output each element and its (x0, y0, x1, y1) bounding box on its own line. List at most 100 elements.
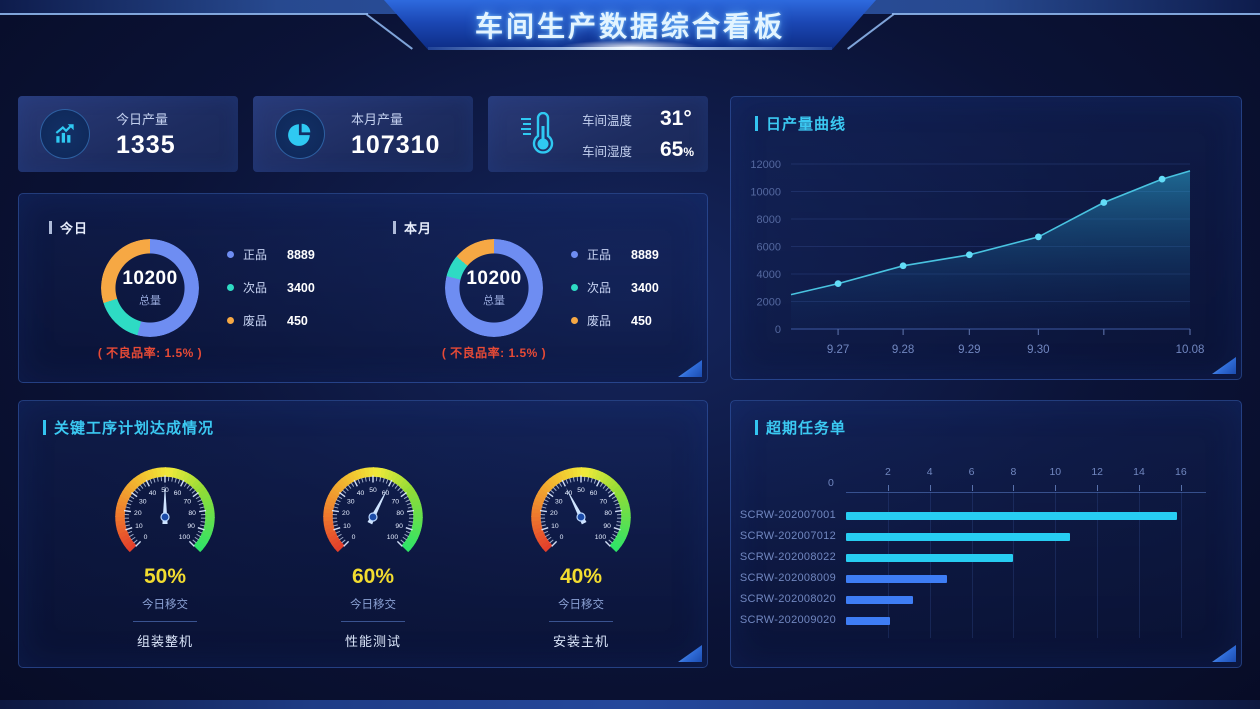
gauge-tick (613, 530, 619, 534)
gauge-tick (616, 521, 622, 523)
gauge-tick (547, 492, 554, 498)
y-axis-label: 4000 (757, 269, 781, 281)
gauge-tick (188, 540, 195, 547)
gauge-scale-label: 10 (551, 523, 559, 530)
task-label: SCRW-202007012 (739, 530, 836, 542)
daily-output-panel: 日产量曲线 0 2000 4000 6000 8000 10000 12000 9.27 9.2… (730, 96, 1242, 380)
gauge-tick (353, 479, 358, 487)
line-chart-svg: 0 2000 4000 6000 8000 10000 12000 9.27 9.28 9.29 9… (750, 159, 1205, 356)
data-point (1158, 175, 1166, 183)
x-axis-tick (1013, 485, 1015, 491)
gauge-tick (125, 524, 130, 527)
x-axis-label: 10.08 (1176, 344, 1205, 356)
gauge-scale-label: 40 (357, 490, 365, 497)
gauge-scale-label: 50 (369, 487, 377, 494)
gauge-tick (408, 521, 414, 523)
donut-chart-month: 10200 总量 (445, 239, 543, 337)
x-axis-tick (887, 485, 889, 491)
gauge-tick (341, 539, 346, 544)
gauge-tick (547, 536, 552, 541)
gauge-sub-label: 今日移交 (558, 599, 604, 611)
gauge-scale-label: 100 (387, 534, 399, 541)
gauge-tick (342, 489, 347, 494)
panel-title: 关键工序计划达成情况 (43, 417, 214, 438)
gauge-tick (610, 536, 615, 541)
gauge-tick (126, 502, 132, 506)
y-axis-label: 8000 (757, 214, 781, 226)
gauge-scale-label: 80 (396, 510, 404, 517)
panel-corner-accent (1212, 645, 1236, 662)
gauge-tick (196, 533, 201, 537)
gauge-scale-label: 20 (550, 510, 558, 517)
title-bar (43, 420, 46, 435)
gauge-scale-label: 10 (343, 523, 351, 530)
gauge-tick (604, 540, 611, 547)
x-axis-tick (929, 485, 931, 491)
humidity-value: 65 (660, 137, 684, 161)
data-point (1100, 199, 1108, 206)
gauge-tick (397, 487, 402, 492)
gauge-tick (135, 540, 142, 547)
legend-value: 450 (631, 313, 652, 328)
x-axis-tick (1139, 485, 1140, 491)
gauge-scale-label: 90 (187, 523, 195, 530)
x-axis-label: 9.28 (892, 344, 914, 356)
x-axis-label: 8 (1010, 466, 1017, 478)
gauge-tick (602, 484, 607, 489)
gauge-tick (608, 492, 615, 498)
gauge-percent: 40% (559, 565, 603, 588)
gauge-tick (127, 530, 133, 534)
overdue-tasks-panel: 超期任务单 0 2 4 6 8 10 12 14 16 SCRW-202007001 SCRW-20… (730, 400, 1242, 668)
gauge-tick (614, 509, 623, 513)
x-axis-tick (1180, 485, 1182, 491)
x-axis-label: 9.30 (1027, 344, 1049, 356)
gauge-tick (391, 482, 396, 487)
x-axis-tick (1097, 485, 1099, 491)
title-bar (755, 420, 758, 435)
gauge-tick (569, 477, 572, 483)
gauge-percent: 50% (143, 565, 187, 588)
stat-label: 本月产量 (351, 111, 404, 127)
gauge-arc-segment (193, 542, 204, 553)
x-axis-label: 12 (1091, 466, 1104, 478)
legend-item: 正品 8889 (571, 246, 659, 263)
gauge-tick (125, 506, 131, 509)
gauge-tick (357, 479, 361, 484)
trend-line (790, 170, 1191, 296)
title-bar (393, 221, 396, 234)
divider (549, 621, 613, 622)
x-axis-label: 4 (926, 466, 933, 478)
gauge-tick (195, 495, 201, 500)
gauge-tick (596, 479, 601, 487)
gauge-tick (539, 509, 548, 513)
quality-section-today: 今日 10200 总量 正品 8889 次品 3400 (19, 194, 363, 382)
section-title: 今日 (49, 218, 88, 237)
legend-value: 3400 (631, 280, 659, 295)
pie-chart-icon (275, 109, 325, 159)
panel-title: 日产量曲线 (755, 113, 846, 134)
gauge-tick (336, 499, 341, 503)
gauge-tick (180, 479, 185, 487)
gauge-tick (134, 489, 139, 494)
gauge-tick (565, 479, 569, 484)
gauge-tick (331, 509, 340, 513)
gauge-tick (555, 484, 560, 489)
gauge-tick (616, 524, 621, 527)
gauge-tick (149, 479, 153, 484)
task-label: SCRW-202009020 (739, 614, 836, 626)
donut-total-label: 总量 (483, 295, 505, 307)
grid-line (887, 492, 889, 638)
gauge-scale-label: 80 (188, 510, 196, 517)
gauge-tick (396, 540, 403, 547)
gauge-tick (339, 492, 346, 498)
gauge-tick (545, 533, 550, 537)
donut-center: 10200 总量 (101, 239, 199, 337)
gauge-tick (561, 479, 566, 487)
gauge-scale-label: 20 (342, 510, 350, 517)
gauge-tick (405, 499, 410, 503)
axis-line (846, 492, 1206, 493)
page-title: 车间生产数据综合看板 (474, 11, 785, 42)
gauge-tick (197, 526, 205, 531)
